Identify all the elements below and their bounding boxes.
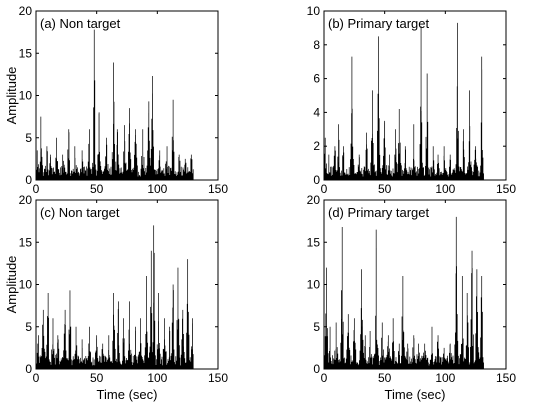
x-tick-label: 100 [147,371,167,385]
axis-frame [35,10,219,181]
y-tick-label: 10 [19,278,33,292]
y-tick-label: 10 [307,4,321,18]
y-tick-label: 2 [313,139,320,153]
y-tick-label: 10 [19,89,33,103]
panel-3: 0 50 100 150 0 5 10 15 20 (c) Non target Amplitude… [4,193,228,402]
x-tick-label: 0 [33,182,40,196]
x-axis-title: Time (sec) [97,387,158,402]
y-tick-label: 15 [19,46,33,60]
x-tick-label: 150 [208,371,228,385]
x-tick-label: 150 [496,182,516,196]
panel-4: 0 50 100 150 0 5 10 15 20 (d) Primary target Time … [307,193,517,402]
y-tick-label: 5 [313,320,320,334]
x-tick-label: 150 [496,371,516,385]
x-tick-label: 150 [208,182,228,196]
panel-label: (c) Non target [40,205,120,220]
x-tick-label: 50 [90,182,104,196]
y-tick-label: 8 [313,38,320,52]
panel-1: 0 50 100 150 0 5 10 15 20 (a) Non target Amplitude [4,4,228,196]
y-tick-label: 15 [19,235,33,249]
y-axis-title: Amplitude [4,256,19,314]
x-tick-label: 0 [321,182,328,196]
y-tick-label: 6 [313,72,320,86]
axis-frame [323,199,507,370]
y-tick-label: 0 [25,173,32,187]
panel-label: (a) Non target [40,16,121,31]
signal-trace [35,29,194,180]
axis-frame [35,199,219,370]
y-tick-label: 20 [19,193,33,207]
x-tick-label: 0 [321,371,328,385]
panel-label: (d) Primary target [328,205,430,220]
x-tick-label: 50 [378,182,392,196]
y-tick-label: 20 [307,193,321,207]
y-tick-label: 4 [313,105,320,119]
x-tick-label: 0 [33,371,40,385]
y-tick-label: 0 [25,362,32,376]
y-tick-label: 0 [313,362,320,376]
x-tick-label: 100 [435,371,455,385]
y-tick-label: 5 [25,131,32,145]
x-tick-label: 100 [435,182,455,196]
panel-2: 0 50 100 150 0 2 4 6 8 10 (b) Primary target [307,4,517,196]
axis-frame [323,10,507,181]
y-tick-label: 10 [307,278,321,292]
y-tick-label: 15 [307,235,321,249]
y-tick-label: 20 [19,4,33,18]
x-axis-title: Time (sec) [385,387,446,402]
signal-trace [35,225,194,369]
signal-trace [323,216,484,369]
y-tick-label: 0 [313,173,320,187]
y-tick-label: 5 [25,320,32,334]
x-tick-label: 50 [90,371,104,385]
y-axis-title: Amplitude [4,67,19,125]
x-tick-label: 50 [378,371,392,385]
signal-trace [323,22,484,180]
panel-label: (b) Primary target [328,16,430,31]
x-tick-label: 100 [147,182,167,196]
